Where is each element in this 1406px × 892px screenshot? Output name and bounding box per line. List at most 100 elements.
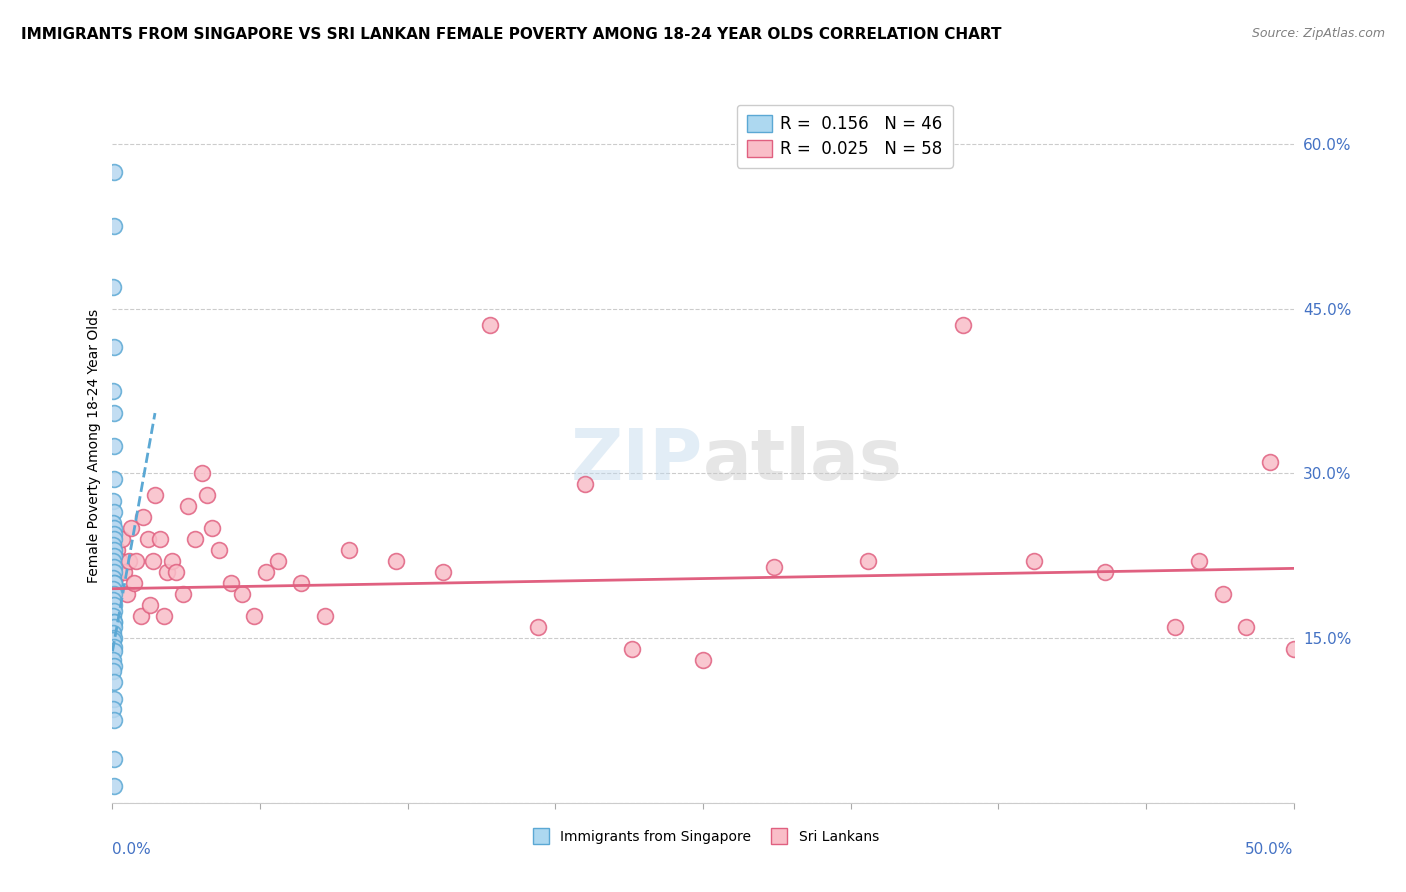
Point xyxy=(208,543,231,558)
Point xyxy=(136,533,159,547)
Point xyxy=(103,576,125,591)
Point xyxy=(149,533,172,547)
Point xyxy=(526,620,548,634)
Point xyxy=(1164,620,1187,634)
Point xyxy=(103,533,125,547)
Point xyxy=(103,571,125,585)
Point xyxy=(103,675,125,690)
Point xyxy=(103,615,125,629)
Point xyxy=(103,604,125,618)
Point xyxy=(103,691,125,706)
Point xyxy=(103,620,125,634)
Point xyxy=(103,280,125,294)
Point xyxy=(1094,566,1116,580)
Point xyxy=(115,587,138,601)
Point xyxy=(103,526,125,541)
Point xyxy=(103,625,125,640)
Point xyxy=(1234,620,1257,634)
Point xyxy=(177,500,200,514)
Point xyxy=(103,633,125,648)
Point xyxy=(142,554,165,568)
Point xyxy=(120,521,142,535)
Text: 50.0%: 50.0% xyxy=(1246,842,1294,857)
Point xyxy=(103,752,125,766)
Point xyxy=(129,609,152,624)
Point xyxy=(103,384,125,398)
Point xyxy=(184,533,207,547)
Point xyxy=(103,219,125,234)
Point xyxy=(219,576,242,591)
Point xyxy=(1258,455,1281,469)
Point xyxy=(103,576,125,591)
Point xyxy=(103,582,125,596)
Point xyxy=(153,609,176,624)
Point xyxy=(103,543,125,558)
Point xyxy=(103,587,125,601)
Point xyxy=(118,554,141,568)
Point xyxy=(1188,554,1211,568)
Point xyxy=(858,554,880,568)
Point xyxy=(243,609,266,624)
Point xyxy=(103,702,125,716)
Point xyxy=(201,521,224,535)
Point xyxy=(762,559,785,574)
Point xyxy=(143,488,166,502)
Point xyxy=(103,592,125,607)
Point xyxy=(160,554,183,568)
Point xyxy=(479,318,502,333)
Point xyxy=(103,406,125,420)
Point xyxy=(132,510,155,524)
Point xyxy=(103,653,125,667)
Legend: Immigrants from Singapore, Sri Lankans: Immigrants from Singapore, Sri Lankans xyxy=(522,824,884,849)
Point xyxy=(103,505,125,519)
Point xyxy=(103,516,125,530)
Point xyxy=(103,554,125,568)
Point xyxy=(692,653,714,667)
Point xyxy=(1353,549,1375,563)
Point xyxy=(103,439,125,453)
Point xyxy=(337,543,360,558)
Point xyxy=(103,598,125,612)
Point xyxy=(103,164,125,178)
Point xyxy=(267,554,290,568)
Point xyxy=(952,318,974,333)
Point xyxy=(314,609,336,624)
Point xyxy=(103,644,125,658)
Point xyxy=(103,549,125,563)
Point xyxy=(191,467,214,481)
Point xyxy=(621,642,644,657)
Point xyxy=(125,554,148,568)
Point xyxy=(165,566,187,580)
Point xyxy=(103,340,125,354)
Point xyxy=(122,576,145,591)
Point xyxy=(112,566,135,580)
Y-axis label: Female Poverty Among 18-24 Year Olds: Female Poverty Among 18-24 Year Olds xyxy=(87,309,101,583)
Point xyxy=(103,780,125,794)
Point xyxy=(172,587,194,601)
Point xyxy=(105,543,128,558)
Text: 0.0%: 0.0% xyxy=(112,842,152,857)
Point xyxy=(103,631,125,645)
Point xyxy=(103,566,125,580)
Point xyxy=(108,554,131,568)
Point xyxy=(103,538,125,552)
Point xyxy=(103,658,125,673)
Point xyxy=(385,554,408,568)
Point xyxy=(432,566,454,580)
Point xyxy=(103,664,125,678)
Point xyxy=(195,488,218,502)
Point xyxy=(139,598,162,612)
Point xyxy=(1306,587,1329,601)
Point xyxy=(103,609,125,624)
Text: IMMIGRANTS FROM SINGAPORE VS SRI LANKAN FEMALE POVERTY AMONG 18-24 YEAR OLDS COR: IMMIGRANTS FROM SINGAPORE VS SRI LANKAN … xyxy=(21,27,1001,42)
Point xyxy=(111,533,134,547)
Point xyxy=(1376,615,1399,629)
Point xyxy=(1330,730,1353,744)
Point xyxy=(103,714,125,728)
Point xyxy=(103,494,125,508)
Point xyxy=(103,472,125,486)
Point xyxy=(1212,587,1234,601)
Text: atlas: atlas xyxy=(703,425,903,495)
Point xyxy=(103,559,125,574)
Point xyxy=(103,615,125,629)
